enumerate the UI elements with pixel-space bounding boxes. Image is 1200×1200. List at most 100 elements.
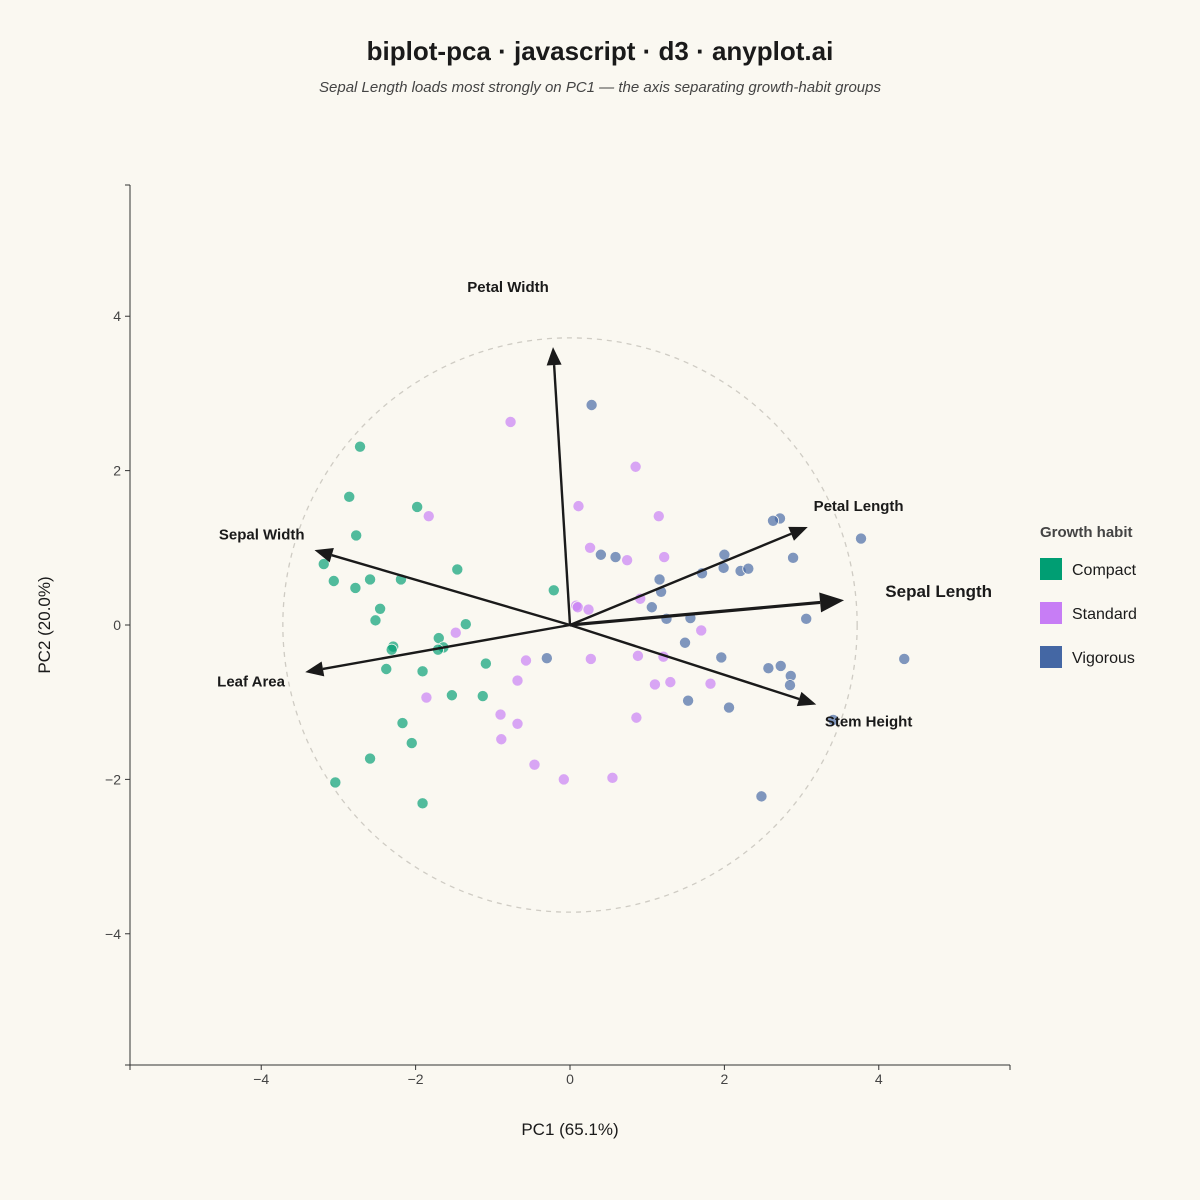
- point-standard-5: [584, 541, 597, 554]
- loading-label-leaf-area: Leaf Area: [217, 674, 285, 691]
- legend-label-compact: Compact: [1072, 562, 1137, 579]
- y-tick-label: 2: [113, 463, 121, 479]
- point-compact-27: [329, 776, 342, 789]
- loading-arrowhead-stem-height: [796, 691, 817, 707]
- point-compact-1: [343, 490, 356, 503]
- point-standard-18: [511, 674, 524, 687]
- point-compact-2: [350, 529, 363, 542]
- point-standard-22: [420, 691, 433, 704]
- x-tick-label: 0: [566, 1071, 574, 1087]
- loading-label-sepal-length: Sepal Length: [885, 582, 992, 601]
- point-standard-23: [494, 708, 507, 721]
- point-vigorous-20: [715, 651, 728, 664]
- axes-layer: −4 −2 0 2 4 4 2 0 −2 −4: [105, 184, 1011, 1087]
- legend-swatch-vigorous: [1040, 646, 1062, 668]
- point-compact-13: [459, 618, 472, 631]
- loading-arrowhead-sepal-length: [819, 592, 845, 613]
- point-compact-5: [327, 575, 340, 588]
- point-compact-3: [411, 500, 424, 513]
- correlation-circle-layer: [282, 337, 858, 913]
- point-vigorous-11: [742, 562, 755, 575]
- point-compact-6: [349, 581, 362, 594]
- point-standard-16: [631, 649, 644, 662]
- point-standard-12: [449, 626, 462, 639]
- points-layer: [317, 398, 911, 810]
- y-tick-label: 4: [113, 308, 121, 324]
- point-compact-7: [364, 573, 377, 586]
- legend-label-standard: Standard: [1072, 606, 1137, 623]
- point-standard-11: [582, 603, 595, 616]
- point-standard-14: [520, 654, 533, 667]
- chart-title: biplot-pca · javascript · d3 · anyplot.a…: [367, 36, 834, 66]
- y-tick-label: −2: [105, 771, 121, 787]
- loading-arrow-petal-length: [569, 532, 792, 627]
- x-axis-label: PC1 (65.1%): [521, 1120, 618, 1139]
- correlation-circle: [282, 337, 858, 913]
- point-vigorous-5: [609, 551, 622, 564]
- chart-subtitle: Sepal Length loads most strongly on PC1 …: [319, 79, 881, 96]
- point-vigorous-22: [774, 659, 787, 672]
- point-standard-13: [695, 624, 708, 637]
- point-standard-6: [621, 554, 634, 567]
- point-compact-12: [547, 584, 560, 597]
- point-compact-0: [354, 440, 367, 453]
- point-vigorous-18: [679, 636, 692, 649]
- legend-label-vigorous: Vigorous: [1072, 650, 1135, 667]
- point-standard-29: [606, 771, 619, 784]
- point-compact-25: [405, 737, 418, 750]
- point-vigorous-2: [767, 514, 780, 527]
- point-vigorous-29: [755, 790, 768, 803]
- x-tick-label: 2: [720, 1071, 728, 1087]
- point-vigorous-0: [585, 398, 598, 411]
- point-vigorous-25: [784, 679, 797, 692]
- loading-arrowhead-petal-length: [788, 526, 808, 541]
- loading-label-stem-height: Stem Height: [825, 713, 913, 730]
- point-standard-26: [495, 733, 508, 746]
- legend-items: Compact Standard Vigorous: [1040, 558, 1137, 668]
- point-compact-4: [317, 558, 330, 571]
- point-standard-21: [704, 677, 717, 690]
- x-tick-label: 4: [875, 1071, 883, 1087]
- point-standard-25: [630, 711, 643, 724]
- loading-arrow-petal-width: [552, 364, 572, 626]
- x-tick-label: −4: [253, 1071, 269, 1087]
- point-standard-4: [422, 510, 435, 523]
- point-compact-23: [476, 690, 489, 703]
- point-compact-19: [380, 663, 393, 676]
- loading-label-sepal-width: Sepal Width: [219, 527, 305, 544]
- point-vigorous-17: [800, 612, 813, 625]
- loading-arrow-sepal-width: [331, 554, 571, 627]
- point-vigorous-3: [855, 532, 868, 545]
- y-tick-label: 0: [113, 617, 121, 633]
- point-standard-7: [658, 551, 671, 564]
- loading-arrow-stem-height: [569, 623, 800, 701]
- point-standard-3: [652, 510, 665, 523]
- point-standard-2: [572, 500, 585, 513]
- point-vigorous-23: [898, 652, 911, 665]
- point-standard-0: [504, 415, 517, 428]
- loading-arrowhead-leaf-area: [305, 661, 325, 677]
- point-standard-1: [629, 460, 642, 473]
- point-standard-15: [584, 652, 597, 665]
- point-vigorous-21: [762, 662, 775, 675]
- x-tick-label: −2: [408, 1071, 424, 1087]
- point-compact-24: [396, 717, 409, 730]
- point-compact-28: [416, 797, 429, 810]
- point-compact-20: [416, 665, 429, 678]
- point-vigorous-14: [645, 601, 658, 614]
- point-vigorous-28: [827, 713, 840, 726]
- loading-label-petal-width: Petal Width: [467, 279, 549, 296]
- loading-arrows-layer: Petal Width Petal Length Sepal Width Sepal …: [217, 279, 992, 730]
- loading-arrow-sepal-length: [569, 600, 821, 627]
- loading-arrow-leaf-area: [322, 623, 571, 671]
- point-compact-10: [369, 614, 382, 627]
- point-compact-21: [479, 657, 492, 670]
- point-standard-19: [648, 678, 661, 691]
- point-vigorous-4: [594, 548, 607, 561]
- legend-swatch-compact: [1040, 558, 1062, 580]
- point-standard-20: [664, 676, 677, 689]
- point-vigorous-19: [540, 652, 553, 665]
- legend-swatch-standard: [1040, 602, 1062, 624]
- y-axis-label: PC2 (20.0%): [35, 576, 54, 673]
- y-tick-label: −4: [105, 926, 121, 942]
